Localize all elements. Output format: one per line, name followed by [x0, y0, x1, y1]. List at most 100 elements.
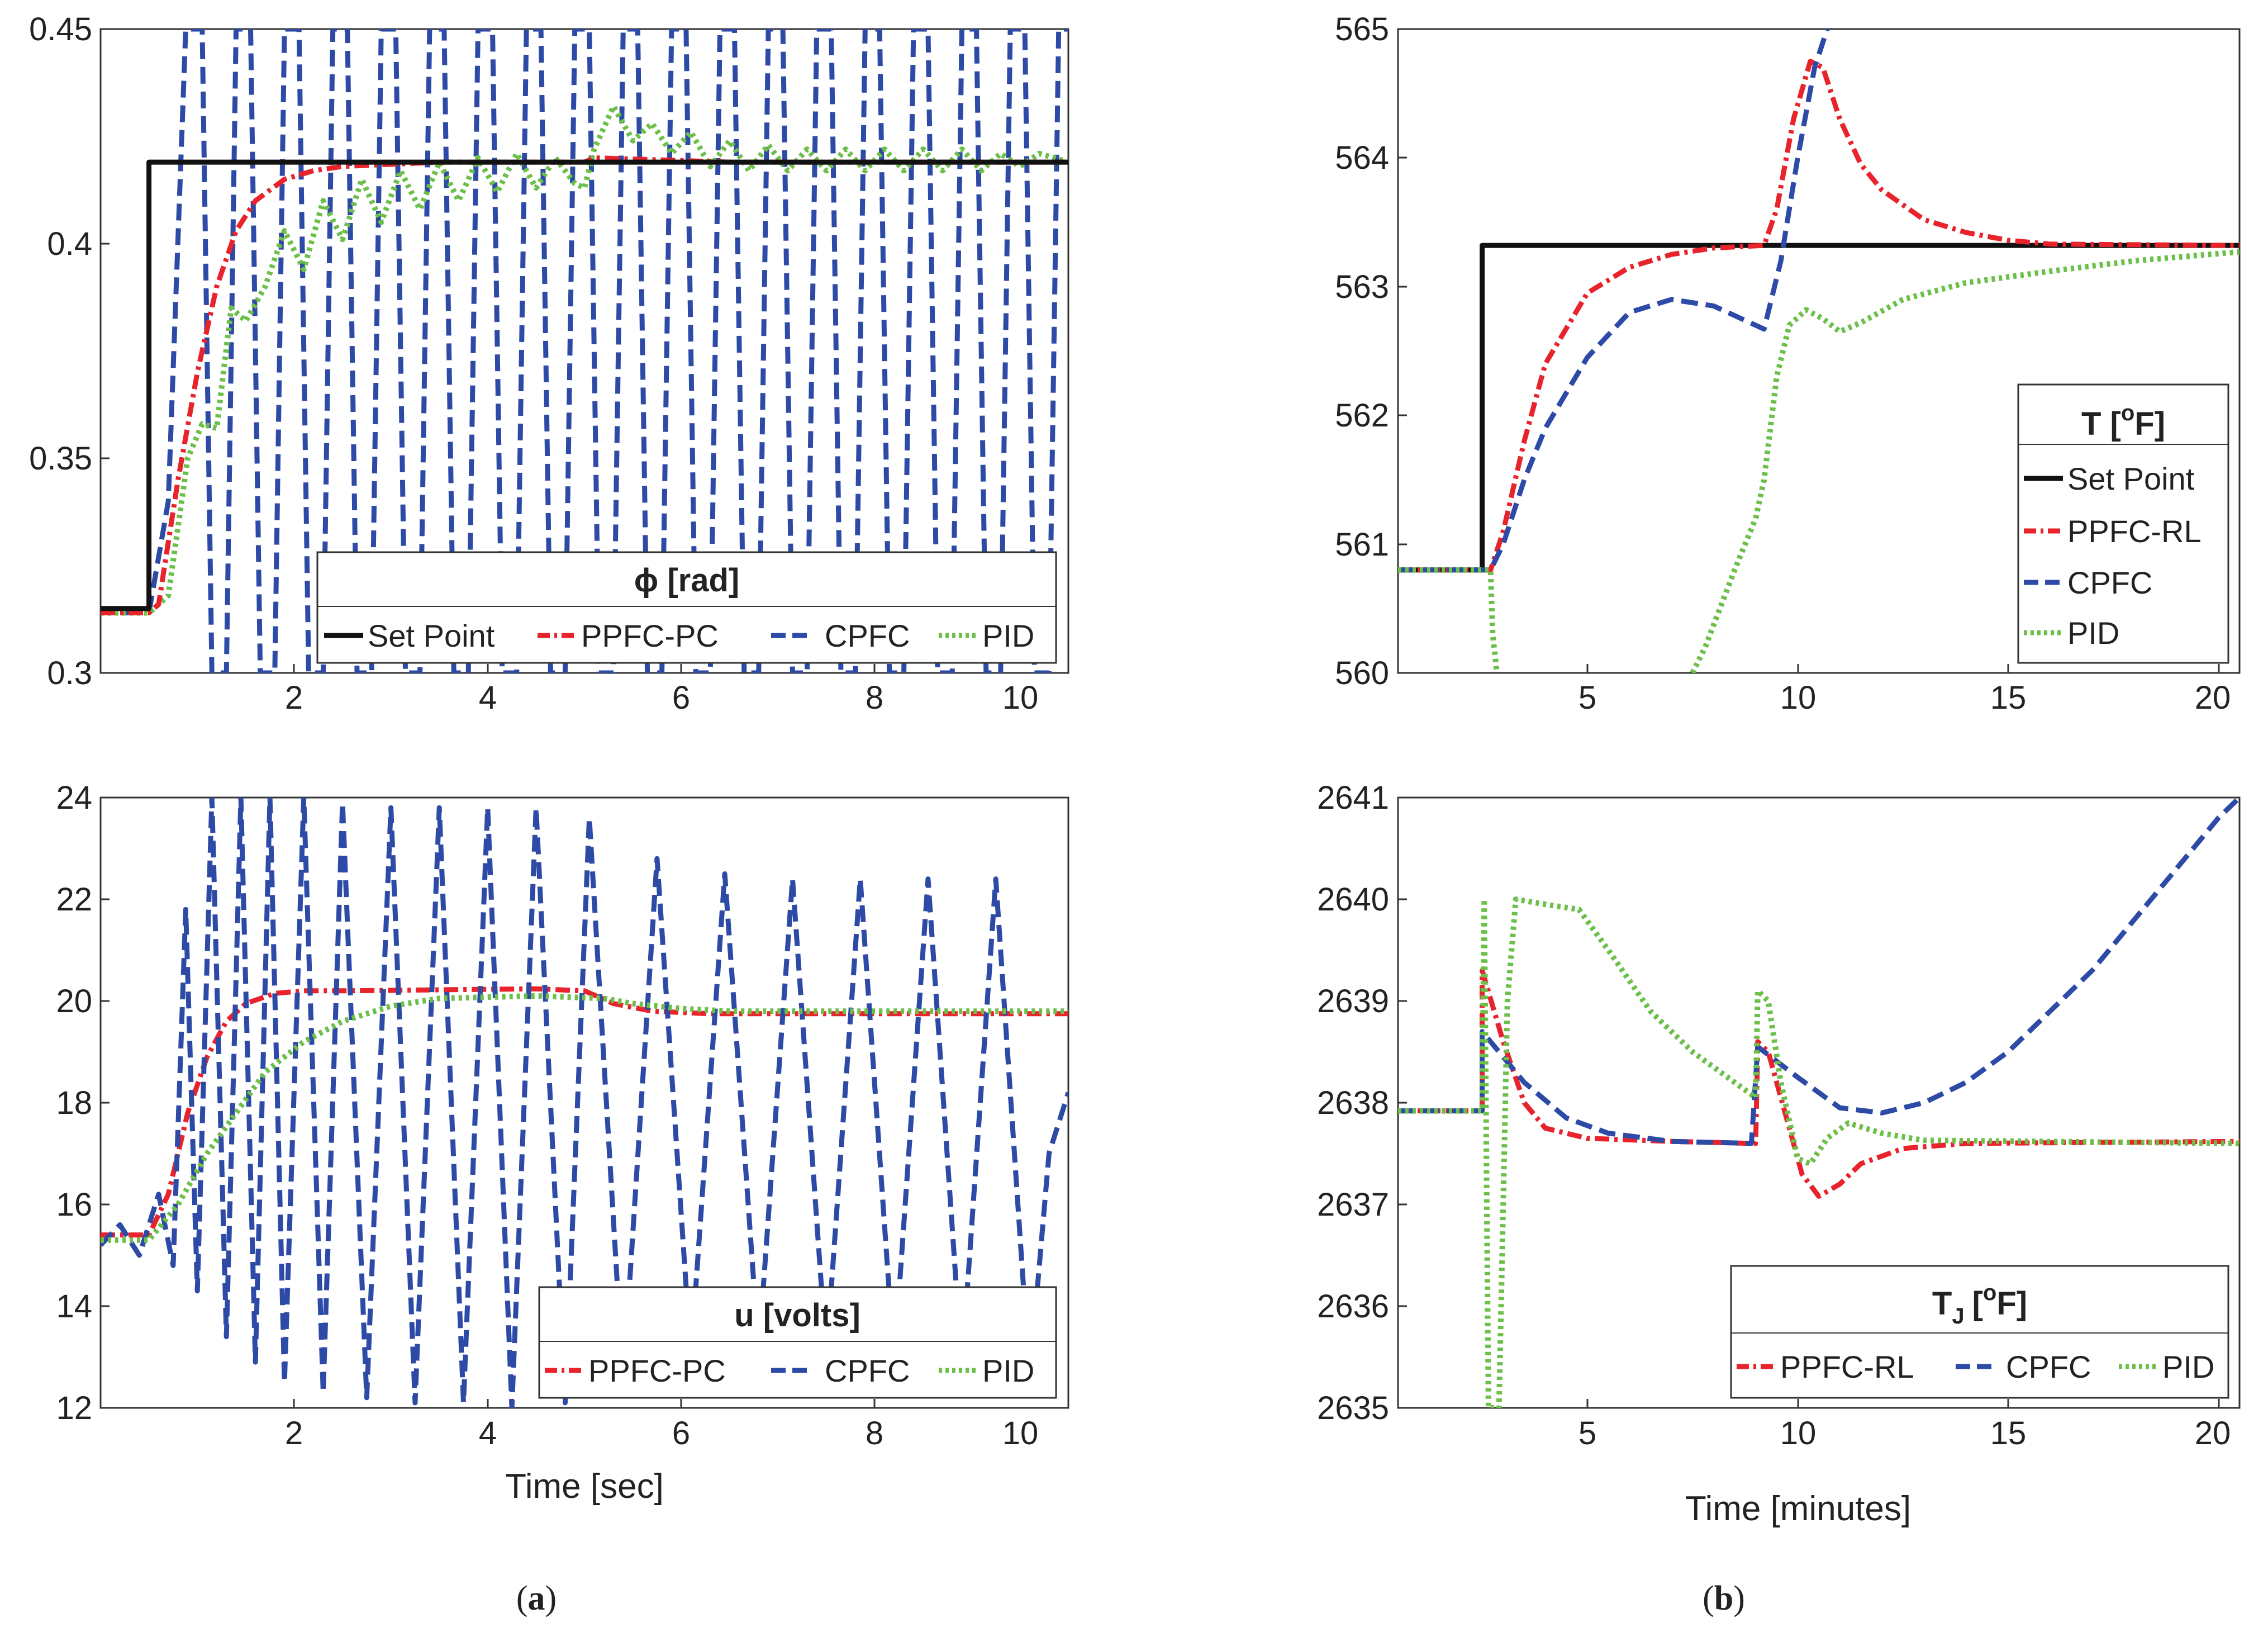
y-tick-label: 0.4	[47, 226, 92, 262]
x-tick-label: 5	[1578, 680, 1596, 716]
legend-title-end: F]	[2134, 406, 2165, 442]
x-tick-label: 6	[672, 1415, 690, 1451]
chart-T: 560 561 562 563 564 565 5 10 15 20 T [	[1335, 11, 2241, 716]
x-tick-label: 10	[1780, 1415, 1817, 1451]
legend-title-sub: J	[1952, 1304, 1964, 1329]
y-tick-label: 560	[1335, 655, 1389, 691]
y-tick-label: 12	[56, 1390, 92, 1426]
y-tick-label: 2640	[1317, 881, 1389, 918]
y-tick-label: 24	[56, 780, 92, 816]
x-tick-label: 10	[1002, 680, 1039, 716]
series-group-T	[1398, 29, 2240, 673]
caption-a: (a)	[516, 1579, 557, 1617]
legend-label: CPFC	[825, 618, 910, 653]
legend-title-sup: o	[1983, 1280, 1996, 1305]
y-tick-label: 562	[1335, 397, 1389, 434]
legend-label: PID	[2067, 615, 2119, 651]
y-tick-label: 2636	[1317, 1288, 1389, 1325]
y-tick-label: 2638	[1317, 1085, 1389, 1121]
caption-a-open: (	[516, 1579, 528, 1617]
chart-u: 12 14 16 18 20 22 24 2 4 6 8 10 Time [	[56, 780, 1069, 1506]
legend-title: ϕ [rad]	[634, 562, 739, 599]
caption-a-letter: a	[528, 1579, 545, 1617]
y-tick-label: 561	[1335, 526, 1389, 563]
x-tick-label: 4	[479, 1415, 497, 1451]
legend-title: TJ [oF]	[1932, 1280, 2027, 1329]
chart-TJ: 2635 2636 2637 2638 2639 2640 2641 5 10 …	[1317, 780, 2241, 1528]
x-tick-label: 15	[1990, 680, 2027, 716]
legend-title-sup: o	[2121, 401, 2134, 425]
series-line-cpfc	[101, 798, 1068, 1408]
y-ticks-phi: 0.3 0.35 0.4 0.45	[29, 11, 110, 691]
y-tick-label: 564	[1335, 140, 1389, 176]
y-tick-label: 20	[56, 983, 92, 1019]
x-tick-label: 20	[2195, 680, 2231, 716]
y-ticks-TJ: 2635 2636 2637 2638 2639 2640 2641	[1317, 780, 1407, 1426]
legend-label: CPFC	[2067, 565, 2152, 600]
legend-label: Set Point	[368, 618, 495, 653]
x-tick-label: 20	[2195, 1415, 2231, 1451]
series-line-ppfc-pc	[101, 155, 1068, 615]
caption-a-close: )	[545, 1579, 557, 1617]
y-tick-label: 0.3	[47, 655, 92, 691]
legend-title-bracket: [	[1972, 1285, 1983, 1322]
y-tick-label: 16	[56, 1187, 92, 1223]
legend-box	[316, 551, 1057, 664]
series-line-pid	[1690, 249, 2240, 673]
legend-label: PID	[2162, 1349, 2214, 1384]
legend-label: PID	[982, 618, 1034, 653]
legend-box	[1730, 1265, 2229, 1399]
series-line-pid	[1398, 896, 2240, 1408]
legend-label: CPFC	[825, 1353, 910, 1388]
x-tick-label: 10	[1002, 1415, 1039, 1451]
y-tick-label: 14	[56, 1288, 92, 1325]
series-line-cpfc	[1398, 798, 2240, 1146]
caption-b-letter: b	[1714, 1579, 1733, 1617]
legend-label: PPFC-RL	[2067, 514, 2202, 549]
legend-label: CPFC	[2006, 1349, 2091, 1384]
y-tick-label: 22	[56, 881, 92, 918]
legend-label: PPFC-PC	[588, 1353, 726, 1388]
x-tick-label: 8	[866, 680, 883, 716]
legend-box	[2017, 383, 2229, 664]
legend-title-main: T	[1932, 1285, 1952, 1322]
y-tick-label: 563	[1335, 269, 1389, 305]
y-tick-label: 2637	[1317, 1187, 1389, 1223]
x-ticks-u: 2 4 6 8 10	[285, 1399, 1069, 1451]
series-line-set-point	[101, 159, 1068, 611]
legend-title: T [oF]	[2081, 401, 2165, 442]
legend-label: PPFC-RL	[1780, 1349, 1914, 1384]
x-tick-label: 15	[1990, 1415, 2027, 1451]
x-tick-label: 5	[1578, 1415, 1596, 1451]
x-tick-label: 2	[285, 680, 303, 716]
legend-label: PID	[982, 1353, 1034, 1388]
y-tick-label: 2635	[1317, 1390, 1389, 1426]
series-line-pid	[1398, 567, 1500, 673]
y-tick-label: 2639	[1317, 983, 1389, 1019]
caption-b-close: )	[1733, 1579, 1745, 1617]
series-line-ppfc-pc	[101, 986, 1068, 1238]
x-axis-label-TJ: Time [minutes]	[1685, 1489, 1911, 1528]
series-line-cpfc	[101, 29, 1068, 673]
legend-label: PPFC-PC	[581, 618, 719, 653]
y-tick-label: 565	[1335, 11, 1389, 48]
series-group-phi	[101, 29, 1068, 673]
x-tick-label: 6	[672, 680, 690, 716]
legend-title-end: F]	[1996, 1285, 2027, 1322]
legend-title: u [volts]	[734, 1297, 860, 1334]
caption-b: (b)	[1703, 1579, 1745, 1617]
x-tick-label: 8	[866, 1415, 883, 1451]
x-tick-label: 2	[285, 1415, 303, 1451]
x-axis-label-u: Time [sec]	[505, 1467, 664, 1506]
x-tick-label: 10	[1780, 680, 1817, 716]
caption-b-open: (	[1703, 1579, 1714, 1617]
y-tick-label: 0.45	[29, 11, 92, 48]
legend-u: u [volts] PPFC-PC CPFC PID	[538, 1286, 1057, 1399]
y-ticks-T: 560 561 562 563 564 565	[1335, 11, 1407, 691]
x-ticks-TJ: 5 10 15 20	[1578, 1399, 2231, 1451]
plot-frame-T	[1397, 28, 2241, 674]
x-tick-label: 4	[479, 680, 497, 716]
y-tick-label: 0.35	[29, 440, 92, 477]
series-line-ppfc-rl	[1398, 59, 2240, 573]
